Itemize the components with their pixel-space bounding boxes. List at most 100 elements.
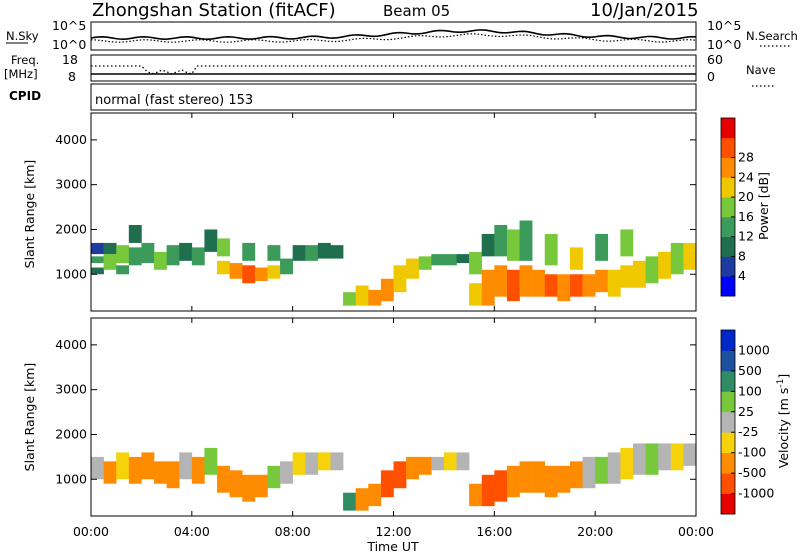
heatmap-cell (494, 470, 508, 502)
heatmap-cell (544, 465, 558, 498)
noise-left-tick-top: 10^5 (52, 18, 86, 33)
heatmap-cell (217, 465, 230, 493)
colorbar-swatch (721, 276, 735, 297)
noise-sky-label: N.Sky (6, 29, 39, 43)
heatmap-cell (330, 245, 344, 259)
colorbar-tick-label: 100 (738, 383, 762, 398)
station-title: Zhongshan Station (fitACF) (92, 0, 336, 21)
velocity-y-axis-label: Slant Range [km] (22, 363, 37, 472)
heatmap-cell (544, 274, 558, 297)
noise-left-tick-bottom: 10^0 (52, 37, 86, 52)
heatmap-cell (280, 461, 293, 484)
colorbar-tick-label: 16 (738, 209, 754, 224)
y-tick-label: 2000 (55, 221, 87, 236)
colorbar-tick-label: 20 (738, 189, 754, 204)
heatmap-cell (569, 274, 583, 297)
heatmap-cell (431, 456, 445, 471)
colorbar-swatch (721, 157, 735, 178)
x-tick-label: 08:00 (275, 524, 311, 539)
x-tick-label: 12:00 (375, 524, 411, 539)
y-tick-label: 3000 (55, 177, 87, 192)
heatmap-cell (330, 452, 344, 471)
colorbar-tick-label: -500 (738, 465, 766, 480)
heatmap-cell (469, 483, 483, 507)
heatmap-cell (166, 245, 180, 266)
heatmap-cell (141, 452, 155, 480)
heatmap-cell (317, 452, 331, 471)
x-axis-ticks: 00:00 04:00 08:00 12:00 16:00 20:00 00:00 (73, 113, 714, 539)
cpid-label: CPID (9, 89, 41, 103)
freq-left-tick-top: 18 (62, 52, 78, 67)
heatmap-cell (128, 247, 142, 266)
power-y-ticks: 1000 2000 3000 4000 (55, 132, 696, 281)
heatmap-cell (456, 254, 470, 264)
colorbar-tick-label: 1000 (738, 342, 770, 357)
colorbar-tick-label: -100 (738, 445, 766, 460)
colorbar-swatch (721, 118, 735, 139)
heatmap-cell (418, 256, 432, 270)
y-tick-label: 1000 (55, 471, 87, 486)
velocity-heatmap-cells (91, 443, 697, 511)
noise-search-label: N.Search (746, 29, 798, 43)
colorbar-swatch (721, 216, 735, 238)
heatmap-cell (116, 245, 130, 264)
colorbar-swatch (721, 350, 735, 372)
freq-panel-frame (90, 54, 697, 82)
heatmap-cell (569, 461, 583, 489)
heatmap-cell (519, 220, 533, 261)
heatmap-cell (406, 456, 420, 480)
heatmap-cell (506, 269, 520, 302)
heatmap-cell (343, 292, 356, 306)
heatmap-cell (494, 224, 508, 257)
beam-label: Beam 05 (383, 2, 450, 20)
heatmap-cell (267, 265, 281, 279)
heatmap-cell (469, 283, 483, 306)
heatmap-cell (431, 254, 445, 266)
colorbar-swatch (721, 137, 735, 158)
heatmap-cell (595, 233, 609, 261)
heatmap-cell (443, 452, 457, 471)
heatmap-cell (620, 229, 634, 257)
heatmap-cell (267, 465, 281, 489)
heatmap-cell (670, 242, 684, 275)
nave-trace (91, 65, 696, 75)
heatmap-cell (481, 269, 495, 306)
colorbar-swatch (721, 493, 735, 515)
noise-sky-trace (90, 29, 697, 41)
date-label: 10/Jan/2015 (590, 0, 699, 21)
y-tick-label: 4000 (55, 337, 87, 352)
heatmap-cell (103, 242, 117, 255)
heatmap-cell (179, 452, 193, 480)
heatmap-cell (91, 256, 104, 264)
heatmap-cell (494, 265, 508, 297)
heatmap-cell (91, 267, 104, 275)
freq-label-line2: [MHz] (4, 67, 38, 81)
colorbar-tick-label: 24 (738, 169, 754, 184)
heatmap-cell (141, 242, 155, 264)
heatmap-cell (469, 251, 483, 275)
heatmap-cell (229, 470, 243, 498)
cpid-panel-frame (90, 83, 697, 111)
colorbar-swatch (721, 391, 735, 413)
heatmap-cell (217, 260, 230, 275)
heatmap-cell (607, 269, 621, 297)
heatmap-cell (595, 456, 609, 484)
heatmap-cell (229, 263, 243, 279)
colorbar-tick-label: 28 (738, 150, 754, 165)
heatmap-cell (443, 254, 457, 266)
heatmap-cell (317, 242, 331, 259)
heatmap-cell (166, 461, 180, 489)
heatmap-cell (254, 267, 268, 281)
heatmap-cell (481, 474, 495, 507)
heatmap-cell (179, 242, 193, 261)
colorbar-swatch (721, 370, 735, 392)
heatmap-cell (343, 492, 356, 511)
cpid-panel: CPID normal (fast stereo) 153 (9, 83, 697, 111)
heatmap-cell (128, 224, 142, 243)
heatmap-cell (267, 245, 281, 261)
heatmap-cell (91, 456, 104, 480)
heatmap-cell (519, 461, 533, 493)
x-tick-label: 00:00 (678, 524, 714, 539)
